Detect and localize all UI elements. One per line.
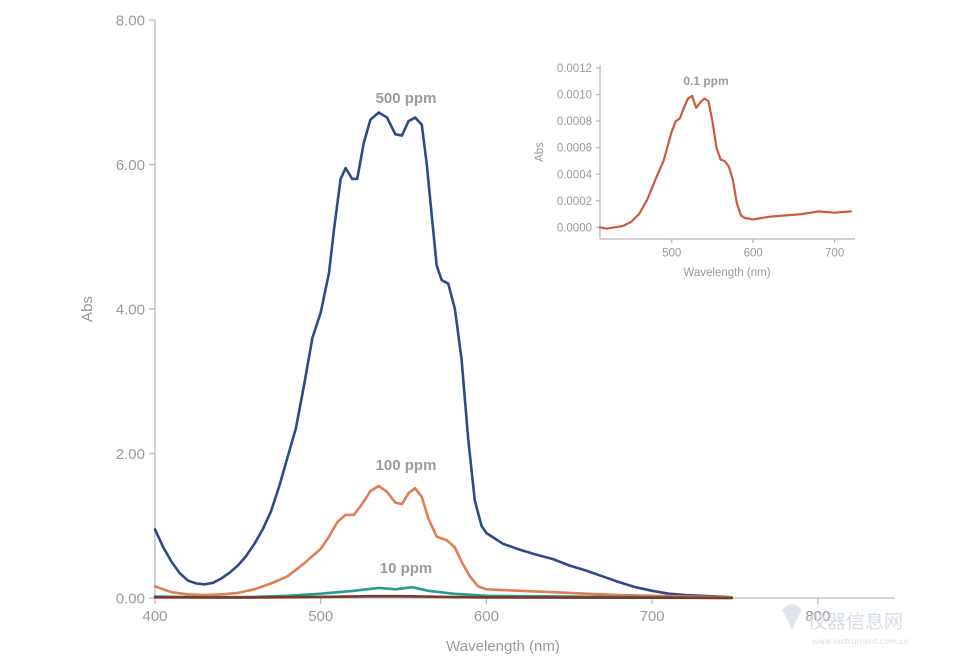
- x-axis-title: Wavelength (nm): [446, 638, 560, 655]
- y-tick-label: 0.0010: [557, 90, 592, 102]
- x-tick-label: 700: [825, 248, 844, 260]
- y-tick-label: 6.00: [116, 157, 145, 174]
- series-line-500-ppm: [153, 111, 733, 599]
- series-line-01-ppm: [598, 94, 852, 230]
- y-tick-label: 0.0012: [557, 63, 592, 75]
- y-tick-label: 0.0004: [557, 169, 593, 181]
- y-tick-label: 0.0008: [557, 116, 592, 128]
- series-annotation-500-ppm: 500 ppm: [376, 90, 437, 107]
- x-axis-title: Wavelength (nm): [683, 267, 770, 279]
- x-tick-label: 500: [662, 248, 681, 260]
- x-tick-label: 600: [474, 608, 499, 625]
- watermark-text: 仪器信息网: [808, 611, 903, 633]
- x-tick-label: 500: [308, 608, 333, 625]
- series-line-baseline: [153, 594, 733, 600]
- watermark: 仪器信息网 www.instrument.com.cn: [782, 604, 909, 646]
- y-tick-label: 0.0006: [557, 143, 592, 155]
- inset-chart: 500 600 700 0.0000 0.0002 0.0004 0.0006 0.0008 0…: [534, 63, 855, 279]
- watermark-subtext: www.instrument.com.cn: [812, 637, 909, 646]
- y-tick-label: 4.00: [116, 301, 145, 318]
- watermark-logo-icon: [782, 604, 802, 630]
- y-tick-label: 8.00: [116, 12, 145, 29]
- y-axis-title: Abs: [534, 142, 546, 162]
- series-annotation-01-ppm: 0.1 ppm: [683, 74, 728, 88]
- y-tick-label: 0.0000: [557, 222, 592, 234]
- y-axis-title: Abs: [79, 296, 96, 322]
- series-annotation-100-ppm: 100 ppm: [376, 457, 437, 474]
- x-tick-label: 400: [142, 608, 167, 625]
- series-annotation-10-ppm: 10 ppm: [380, 560, 433, 577]
- x-tick-label: 600: [744, 248, 763, 260]
- series-line-100-ppm: [153, 484, 733, 599]
- x-tick-label: 800: [805, 608, 830, 625]
- y-tick-label: 0.00: [116, 590, 145, 607]
- main-chart: 400 500 600 700 800 0.00 2.00 4.00 6.00 8.00 Wavel…: [79, 12, 895, 655]
- y-tick-label: 0.0002: [557, 196, 592, 208]
- y-tick-label: 2.00: [116, 446, 145, 463]
- x-tick-label: 700: [640, 608, 665, 625]
